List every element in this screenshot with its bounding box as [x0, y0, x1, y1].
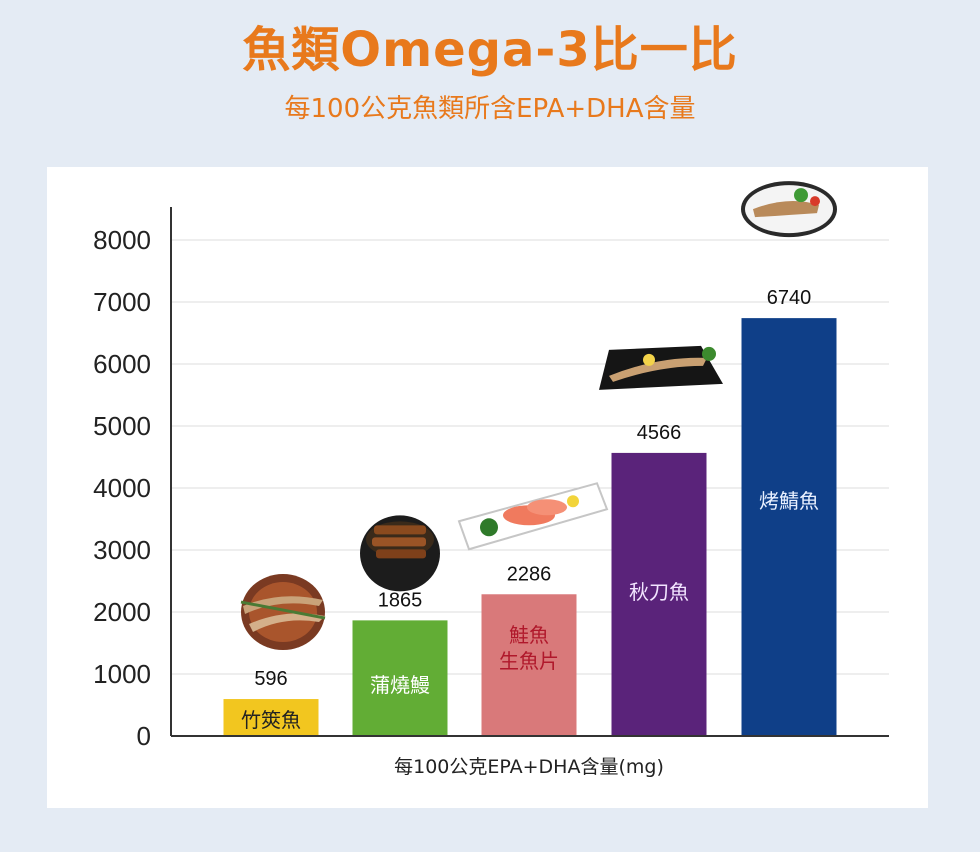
y-tick-label: 7000: [93, 287, 151, 317]
bar: [741, 318, 837, 736]
category-label: 竹筴魚: [241, 708, 301, 732]
y-tick-label: 2000: [93, 597, 151, 627]
category-label: 烤鯖魚: [759, 489, 819, 513]
y-tick-label: 8000: [93, 225, 151, 255]
y-tick-label: 0: [137, 721, 151, 751]
food-image: [599, 345, 723, 390]
category-label: 蒲燒鰻: [370, 673, 430, 697]
food-image: [741, 181, 837, 238]
category-label: 鮭魚生魚片: [499, 623, 559, 673]
page-title: 魚類Omega-3比一比: [242, 22, 738, 78]
y-tick-label: 1000: [93, 659, 151, 689]
food-image: [240, 574, 326, 651]
y-tick-label: 4000: [93, 473, 151, 503]
y-tick-label: 5000: [93, 411, 151, 441]
value-label: 596: [254, 668, 287, 690]
value-label: 2286: [507, 563, 552, 585]
category-label: 秋刀魚: [629, 580, 689, 604]
food-image: [360, 515, 440, 592]
bar: [352, 620, 448, 736]
bar: [481, 594, 577, 736]
page-subtitle: 每100公克魚類所含EPA+DHA含量: [284, 94, 696, 124]
bar: [223, 699, 319, 736]
y-tick-label: 3000: [93, 535, 151, 565]
value-label: 4566: [637, 422, 682, 444]
value-label: 1865: [378, 589, 423, 611]
bar-chart: 0 1000 2000 3000 4000 5000 6000 7000 8000 596 186…: [93, 181, 889, 778]
food-image: [457, 482, 609, 551]
bar: [611, 452, 707, 736]
x-axis-title: 每100公克EPA+DHA含量(mg): [394, 756, 664, 778]
value-label: 6740: [767, 287, 812, 309]
y-tick-label: 6000: [93, 349, 151, 379]
chart-card: 0 1000 2000 3000 4000 5000 6000 7000 8000 596 186…: [47, 167, 928, 808]
